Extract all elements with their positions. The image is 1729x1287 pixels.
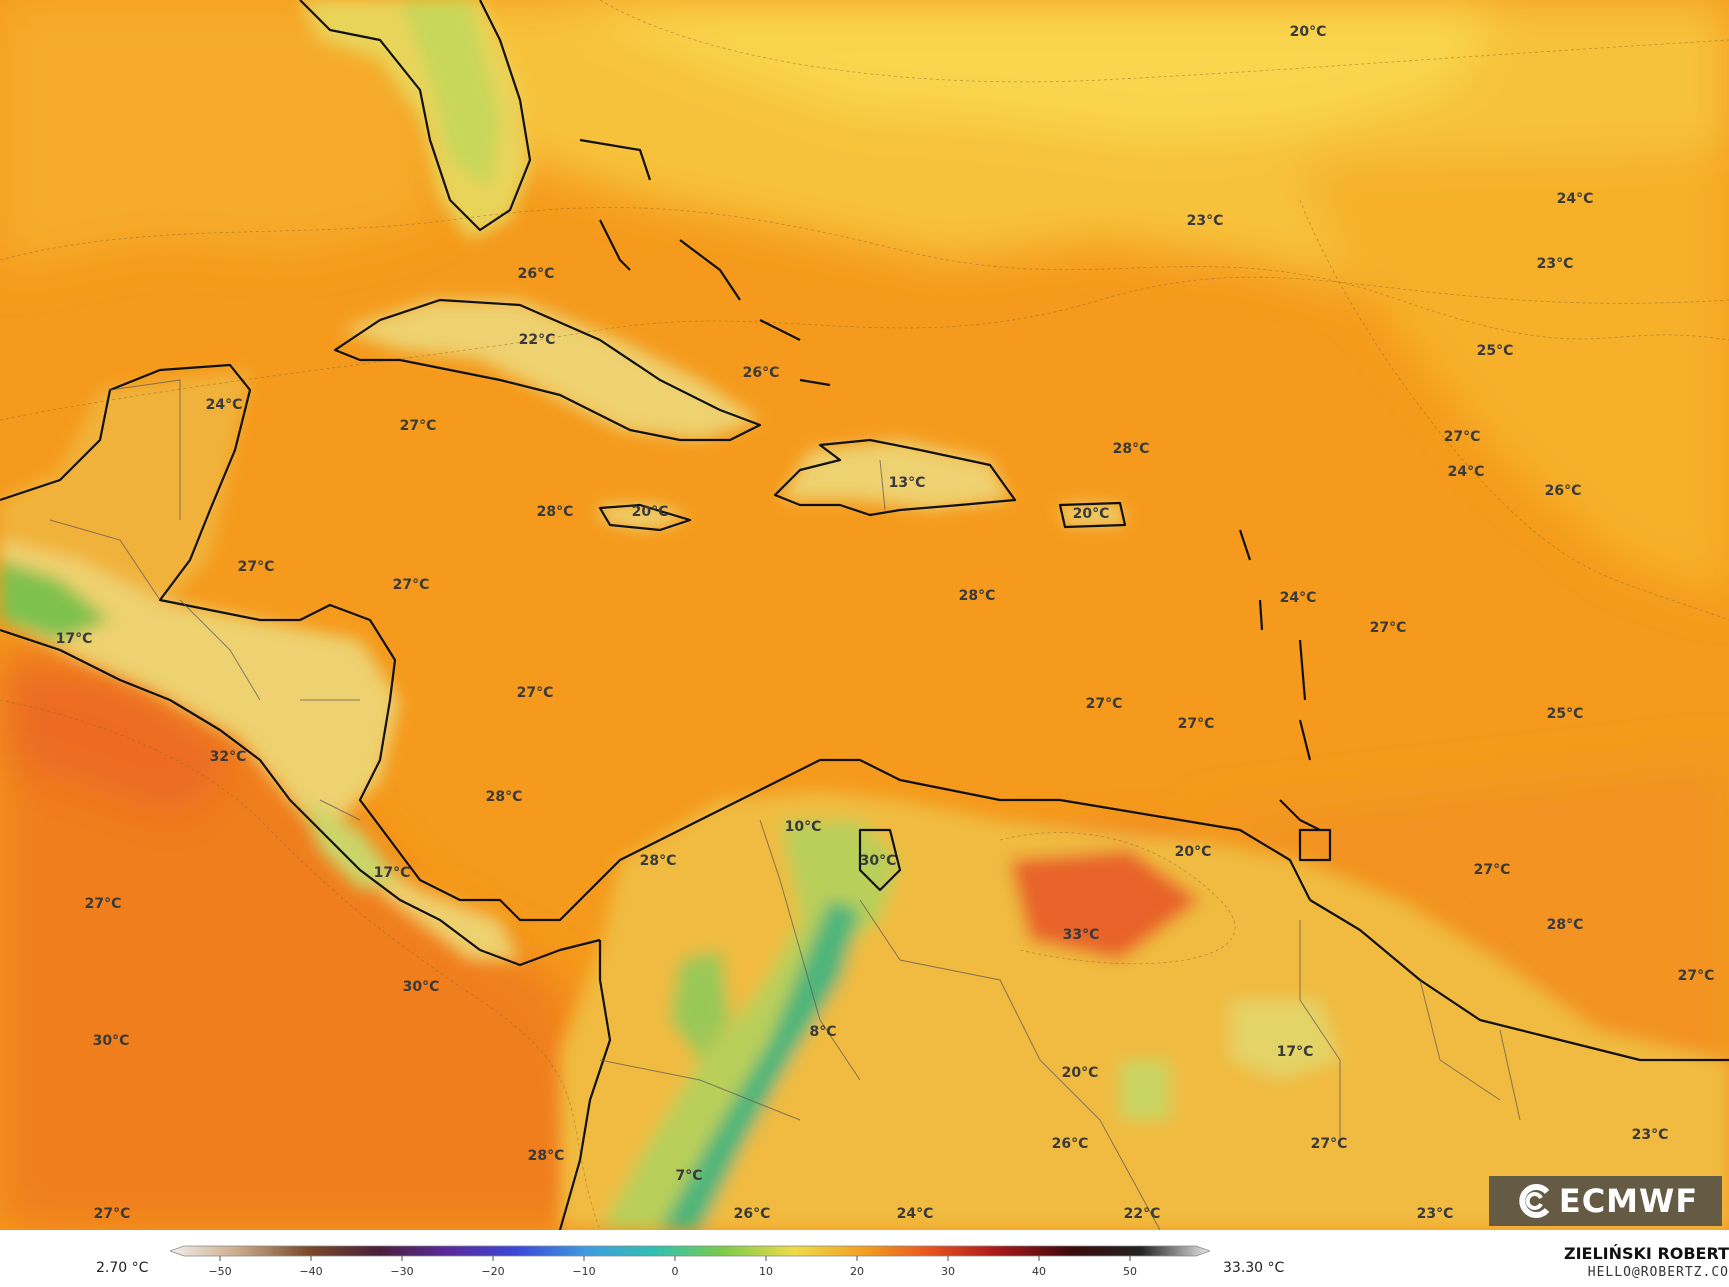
borders: [49, 379, 1521, 1230]
temperature-labels: 20°C 23°C 24°C 23°C 26°C 22°C 26°C 25°C 24°C 27°C…: [56, 24, 1715, 1222]
temperature-label: 23°C: [1537, 256, 1574, 272]
temperature-label: 28°C: [537, 504, 574, 520]
legend-max-label: 33.30 °C: [1223, 1260, 1285, 1276]
temperature-label: 17°C: [1277, 1044, 1314, 1060]
temperature-label: 20°C: [1073, 506, 1110, 522]
temperature-label: 30°C: [860, 853, 897, 869]
temperature-label: 24°C: [1557, 191, 1594, 207]
temperature-label: 27°C: [1474, 862, 1511, 878]
colorbar-tick-label: 10: [759, 1265, 773, 1278]
temperature-label: 27°C: [94, 1206, 131, 1222]
temperature-label: 26°C: [1052, 1136, 1089, 1152]
temperature-label: 33°C: [1063, 927, 1100, 943]
temperature-label: 27°C: [1444, 429, 1481, 445]
author-credit: ZIELIŃSKI ROBERT: [1563, 1244, 1729, 1263]
legend-min-label: 2.70 °C: [96, 1260, 149, 1276]
temperature-label: 17°C: [56, 631, 93, 647]
temperature-label: 24°C: [1448, 464, 1485, 480]
legend-bar: 2.70 °C −50 −40 −30 −20 −10 0 10 20 30 40 50 33.30…: [0, 1230, 1729, 1287]
temperature-label: 23°C: [1632, 1127, 1669, 1143]
ecmwf-logo: ECMWF: [1489, 1176, 1722, 1226]
colorbar-tick-label: 40: [1032, 1265, 1046, 1278]
map-canvas: 20°C 23°C 24°C 23°C 26°C 22°C 26°C 25°C 24°C 27°C…: [0, 0, 1729, 1230]
temperature-map: 20°C 23°C 24°C 23°C 26°C 22°C 26°C 25°C 24°C 27°C…: [0, 0, 1729, 1230]
temperature-label: 26°C: [518, 266, 555, 282]
colorbar-tick-label: 20: [850, 1265, 864, 1278]
temperature-label: 24°C: [1280, 590, 1317, 606]
colorbar-tick-label: −10: [572, 1265, 595, 1278]
colorbar-tick-label: −30: [390, 1265, 413, 1278]
temperature-label: 27°C: [1678, 968, 1715, 984]
temperature-label: 28°C: [486, 789, 523, 805]
temperature-label: 26°C: [734, 1206, 771, 1222]
temperature-label: 27°C: [85, 896, 122, 912]
temperature-label: 10°C: [785, 819, 822, 835]
temperature-label: 27°C: [400, 418, 437, 434]
temperature-label: 20°C: [1062, 1065, 1099, 1081]
temperature-label: 22°C: [1124, 1206, 1161, 1222]
temperature-label: 28°C: [1547, 917, 1584, 933]
colorbar-tick-label: 0: [672, 1265, 679, 1278]
logo-text: ECMWF: [1558, 1182, 1699, 1220]
colorbar: −50 −40 −30 −20 −10 0 10 20 30 40 50: [170, 1245, 1210, 1278]
ecmwf-logo-icon: [1519, 1184, 1550, 1218]
temperature-label: 22°C: [519, 332, 556, 348]
temperature-label: 27°C: [1178, 716, 1215, 732]
colorbar-tick-label: 50: [1123, 1265, 1137, 1278]
temperature-label: 27°C: [238, 559, 275, 575]
temperature-label: 8°C: [809, 1024, 836, 1040]
temperature-label: 27°C: [1086, 696, 1123, 712]
temperature-label: 25°C: [1477, 343, 1514, 359]
colorbar-tick-label: 30: [941, 1265, 955, 1278]
temperature-label: 23°C: [1417, 1206, 1454, 1222]
temperature-label: 25°C: [1547, 706, 1584, 722]
temperature-label: 27°C: [393, 577, 430, 593]
isotherm-lines: [0, 0, 1729, 1230]
temperature-label: 20°C: [632, 504, 669, 520]
colorbar-tick-label: −20: [481, 1265, 504, 1278]
temperature-label: 27°C: [1311, 1136, 1348, 1152]
temperature-label: 28°C: [640, 853, 677, 869]
temperature-label: 13°C: [889, 475, 926, 491]
temperature-label: 24°C: [206, 397, 243, 413]
temperature-label: 27°C: [1370, 620, 1407, 636]
temperature-label: 32°C: [210, 749, 247, 765]
temperature-label: 30°C: [403, 979, 440, 995]
colorbar-gradient: [170, 1245, 1210, 1257]
temperature-label: 20°C: [1175, 844, 1212, 860]
temperature-label: 26°C: [743, 365, 780, 381]
colorbar-tick-label: −50: [208, 1265, 231, 1278]
temperature-label: 28°C: [1113, 441, 1150, 457]
temperature-label: 28°C: [959, 588, 996, 604]
temperature-label: 27°C: [517, 685, 554, 701]
coastlines: [0, 0, 1729, 1230]
temperature-label: 30°C: [93, 1033, 130, 1049]
temperature-label: 20°C: [1290, 24, 1327, 40]
author-email: HELLO@ROBERTZ.CO: [1587, 1265, 1729, 1280]
colorbar-tick-label: −40: [299, 1265, 322, 1278]
temperature-label: 26°C: [1545, 483, 1582, 499]
temperature-label: 23°C: [1187, 213, 1224, 229]
temperature-label: 7°C: [675, 1168, 702, 1184]
temperature-label: 17°C: [374, 865, 411, 881]
temperature-label: 28°C: [528, 1148, 565, 1164]
temperature-label: 24°C: [897, 1206, 934, 1222]
